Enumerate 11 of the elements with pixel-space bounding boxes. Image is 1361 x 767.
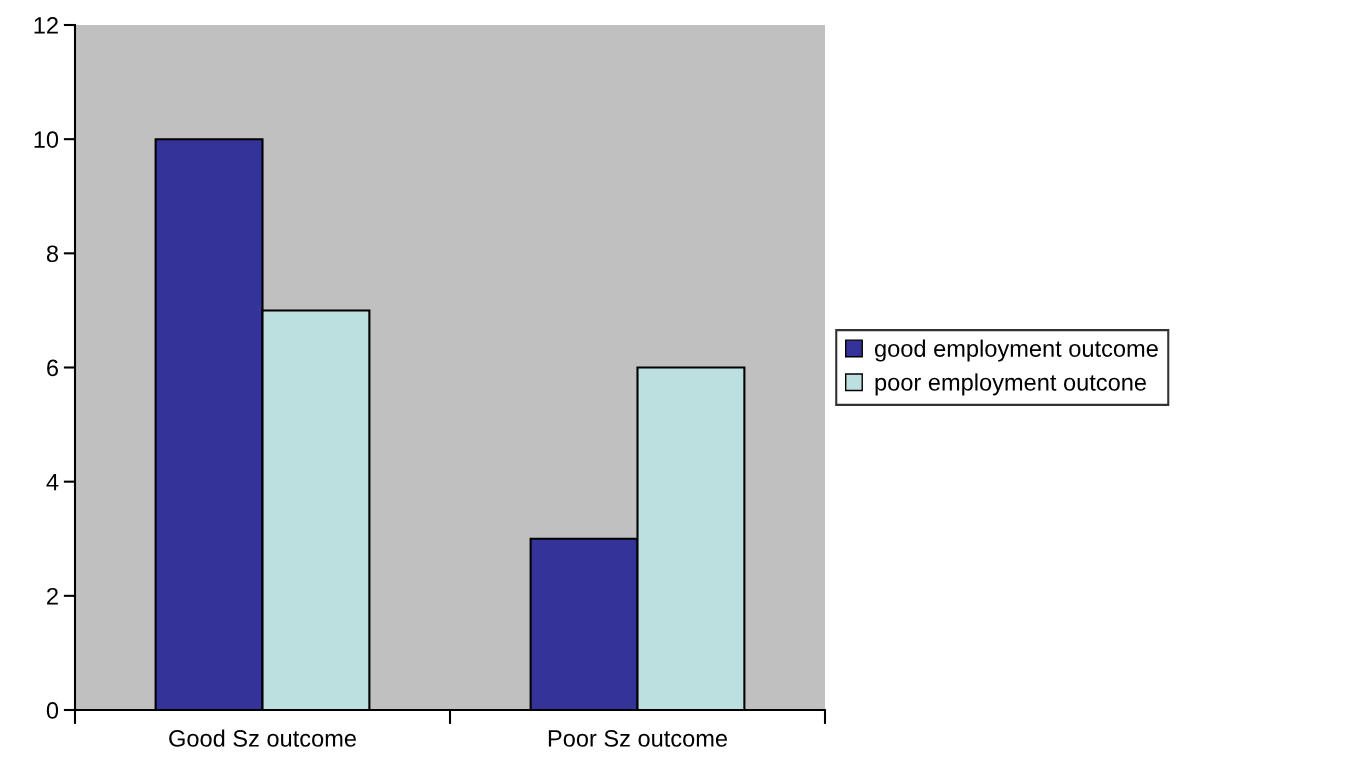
y-tick-label: 2 [47, 587, 58, 605]
y-tick-label: 12 [34, 17, 58, 34]
y-tick-label: 6 [47, 359, 58, 377]
legend-label: poor employment outcone [875, 373, 1146, 396]
x-tick-label: Good Sz outcome [169, 729, 356, 747]
legend-label: good employment outcome [875, 339, 1158, 362]
x-tick-label: Poor Sz outcome [548, 730, 728, 747]
y-tick-label: 10 [34, 131, 59, 148]
y-tick-label: 0 [46, 702, 59, 719]
y-tick-label: 8 [46, 245, 58, 263]
y-tick-label: 4 [46, 473, 59, 491]
